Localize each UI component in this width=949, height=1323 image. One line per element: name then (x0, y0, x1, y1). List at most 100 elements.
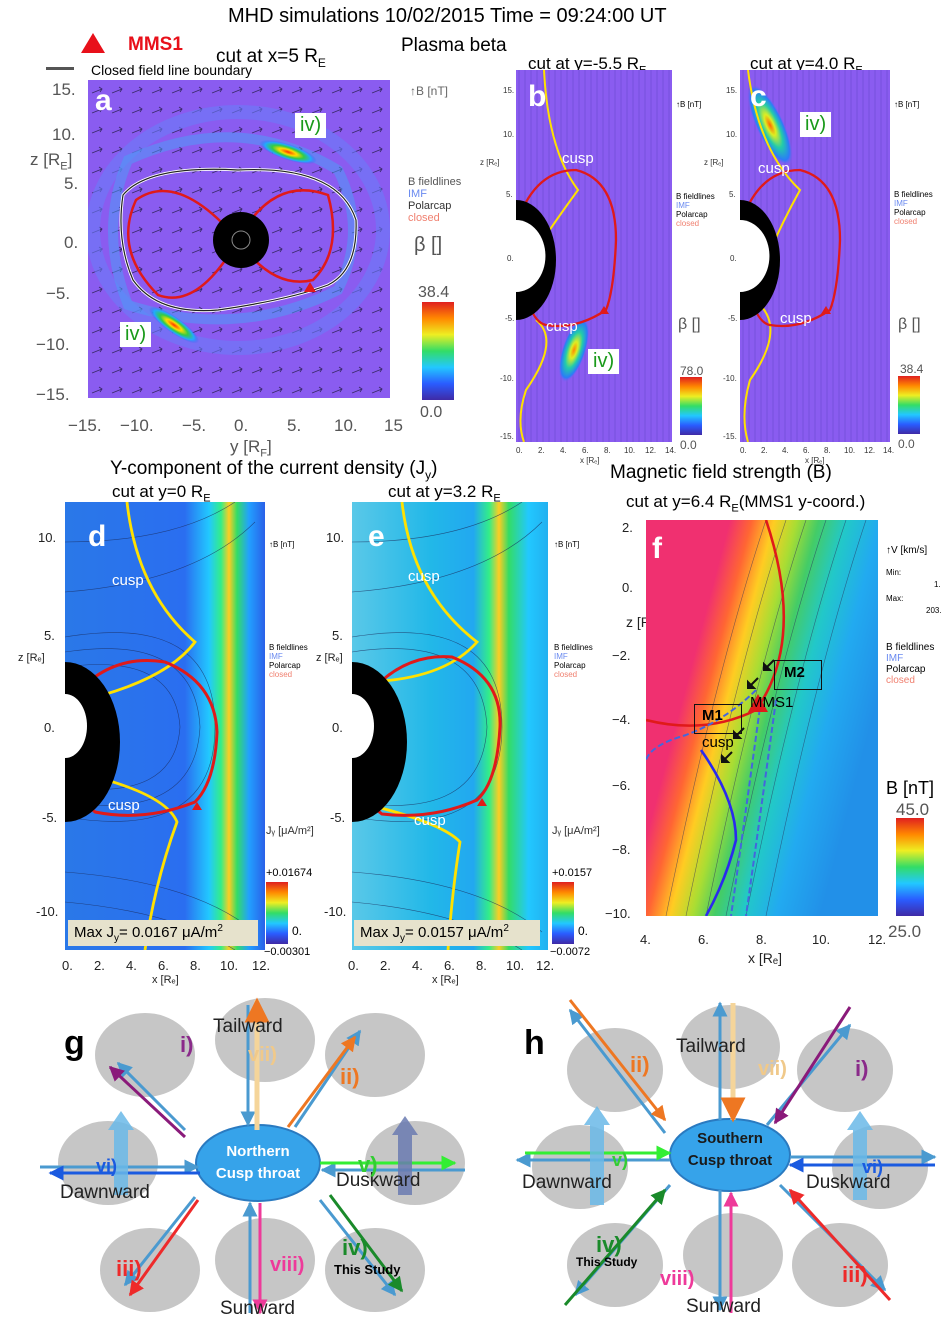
panel-b-plot (516, 70, 672, 442)
panel-f-ytick: −10. (605, 906, 631, 921)
panel-h-duskward: Duskward (806, 1172, 891, 1193)
panel-d-ytick: -10. (36, 904, 59, 919)
panel-b-xtick: 2. (538, 446, 545, 455)
panel-g-label-v: v) (358, 1152, 378, 1177)
panel-a-colorbar (422, 302, 454, 400)
panel-f-ytick: −6. (612, 778, 631, 793)
panel-f-ytick: 2. (622, 520, 633, 535)
panel-f-xtick: 12. (868, 932, 887, 947)
panel-a-b-unit: ↑B [nT] (410, 84, 449, 98)
panel-g-sunward: Sunward (220, 1298, 295, 1319)
panel-c-xtick: 10. (844, 446, 856, 455)
panel-f-min-label: Min: (886, 568, 902, 577)
panel-g-diagram (40, 997, 465, 1315)
panel-b-fieldline-legend: B fieldlines IMF Polarcap closed (676, 192, 715, 228)
panel-e-xtick: 0. (348, 958, 359, 973)
panel-f-m2: M2 (784, 664, 805, 681)
panel-c-label: iv) (800, 112, 832, 137)
panel-a-xtick: 10. (334, 416, 358, 435)
panel-d-ytick: 10. (38, 530, 57, 545)
panel-e-xtick: 6. (444, 958, 455, 973)
panel-a-ytick: 15. (52, 80, 76, 99)
panel-d-b-unit: ↑B [nT] (269, 540, 295, 549)
panel-f-ytick: −8. (612, 842, 631, 857)
panel-f-xtick: 10. (812, 932, 831, 947)
panel-g-duskward: Duskward (336, 1170, 421, 1191)
panel-c-xtick: 6. (803, 446, 810, 455)
panel-f-cbar-min: 25.0 (888, 922, 922, 941)
panel-f-xlabel: x [Rₑ] (748, 950, 782, 966)
panel-c-letter: c (750, 80, 767, 113)
panel-e-ytick: 0. (332, 720, 343, 735)
panel-d-fieldline-legend: B fieldlines IMF Polarcap closed (269, 643, 308, 679)
panel-d-xtick: 10. (220, 958, 239, 973)
panel-d-max-box: Max Jy= 0.0167 μA/m2 (68, 920, 258, 946)
panel-b-cusp-bottom: cusp (546, 318, 578, 335)
panel-a-ytick: 5. (64, 174, 79, 193)
panel-b-xtick: 10. (624, 446, 636, 455)
panel-h-label-vii: vii) (758, 1058, 787, 1080)
panel-a-ytick: −15. (36, 385, 70, 404)
panel-b-ytick: -10. (500, 374, 514, 383)
panel-a-fieldline-legend: B fieldlines IMF Polarcap closed (408, 176, 462, 224)
panel-e-max-box: Max Jy= 0.0157 μA/m2 (354, 920, 540, 946)
panel-d-cbar-mid: 0. (292, 924, 303, 938)
panel-g-tailward: Tailward (213, 1016, 283, 1037)
panel-d-ytick: 5. (44, 628, 55, 643)
panel-g-center: Northern Cusp throat (215, 1143, 301, 1182)
panel-h-label-viii: viii) (660, 1268, 695, 1290)
panel-c-b-unit: ↑B [nT] (894, 100, 920, 109)
panel-f-letter: f (652, 532, 662, 565)
panel-h-label-vi: vi) (862, 1157, 884, 1177)
panel-c-ytick: 0. (730, 254, 737, 263)
panel-a-ytick: −5. (46, 284, 71, 303)
panel-c-xlabel: x [Rₑ] (805, 456, 825, 465)
panel-a-label-top: iv) (295, 113, 327, 138)
panel-e-ytick: 5. (332, 628, 343, 643)
panel-b-xtick: 14. (665, 446, 677, 455)
panel-c-ytick: -10. (723, 374, 737, 383)
panel-a-ytick: 0. (64, 233, 79, 252)
panel-b-b-unit: ↑B [nT] (676, 100, 702, 109)
panel-b-colorbar (680, 377, 702, 435)
panel-d-xtick: 8. (190, 958, 201, 973)
panel-b-xtick: 0. (516, 446, 523, 455)
panel-f-v-unit: ↑V [km/s] (886, 545, 928, 556)
panel-e-xtick: 4. (412, 958, 423, 973)
panel-a-xtick: −15. (68, 416, 102, 435)
panel-c-cusp-bottom: cusp (780, 310, 812, 327)
panel-e-jy-label: Jᵧ [μA/m²] (552, 825, 600, 837)
panel-d-cbar-max: +0.01674 (266, 867, 313, 879)
panel-h-letter: h (524, 1024, 545, 1062)
panel-b-letter: b (528, 80, 547, 113)
panel-f-cusp: cusp (702, 734, 734, 751)
panel-e-ytick: z [Rₑ] (316, 652, 343, 664)
panel-a-ytick: 10. (52, 125, 76, 144)
panel-f-m1-box (694, 704, 742, 734)
panel-a-ylabel: y [RF] (230, 437, 272, 460)
panel-h-sunward: Sunward (686, 1296, 761, 1317)
panel-b-cusp-top: cusp (562, 150, 594, 167)
panel-d-plot (65, 502, 265, 950)
panel-d-colorbar (266, 882, 288, 944)
panel-c-cbar-max: 38.4 (900, 362, 924, 376)
panel-e-xtick: 2. (380, 958, 391, 973)
panel-e-cut: cut at y=3.2 RE (388, 482, 501, 505)
panel-c-fieldline-legend: B fieldlines IMF Polarcap closed (894, 190, 933, 226)
panel-c-xtick: 4. (782, 446, 789, 455)
panel-f-colorbar (896, 818, 924, 916)
panel-g-letter: g (64, 1024, 85, 1062)
panel-h-this-study: This Study (576, 1255, 638, 1269)
panel-a-xtick: 0. (234, 416, 249, 435)
panel-h-label-ii: ii) (630, 1052, 650, 1077)
panel-d-jy-label: Jᵧ [μA/m²] (266, 825, 314, 837)
panel-a-xtick: −10. (120, 416, 154, 435)
mms-legend: MMS1 (128, 34, 183, 55)
panel-e-letter: e (368, 520, 385, 553)
panel-f-min-value: 1. (934, 580, 941, 589)
panel-f-b-label: B [nT] (886, 778, 935, 798)
panel-e-plot (352, 502, 548, 950)
panel-h-label-i: i) (855, 1056, 869, 1081)
panel-f-xtick: 6. (698, 932, 709, 947)
panel-a-letter: a (95, 84, 112, 117)
